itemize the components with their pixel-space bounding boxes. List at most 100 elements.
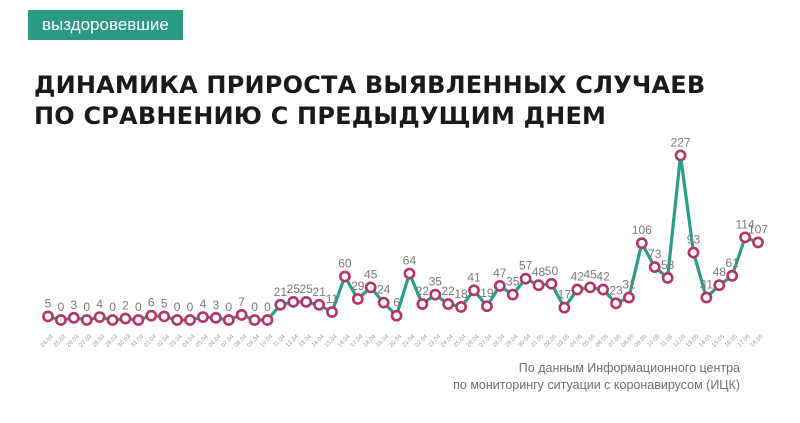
date-tick-label: 24.03 bbox=[40, 333, 55, 348]
data-point bbox=[558, 301, 571, 314]
date-tick-label: 06.05 bbox=[595, 333, 610, 348]
date-tick-label: 21.04 bbox=[401, 333, 416, 348]
data-point bbox=[313, 298, 325, 311]
value-label: 41 bbox=[467, 270, 481, 284]
data-point bbox=[661, 272, 674, 284]
date-tick-label: 07.05 bbox=[608, 333, 623, 348]
data-point bbox=[519, 272, 532, 285]
date-tick-label: 02.04 bbox=[156, 333, 171, 348]
value-labels-group: 5 0 3 0 4 0 2 0 6 5 0 0 4 3 0 7 0 021 25 25 2111602945246642… bbox=[45, 135, 769, 314]
data-point bbox=[442, 298, 455, 310]
data-point bbox=[390, 309, 403, 322]
date-tick-label: 27.04 bbox=[479, 333, 494, 348]
date-tick-label: 09.04 bbox=[246, 333, 261, 348]
value-label: 0 bbox=[135, 300, 142, 314]
data-point bbox=[623, 291, 635, 304]
data-point bbox=[93, 311, 106, 323]
value-label: 42 bbox=[596, 270, 610, 284]
date-tick-label: 13.05 bbox=[685, 333, 700, 348]
value-label: 5 bbox=[45, 296, 52, 310]
date-tick-label: 18.04 bbox=[363, 333, 378, 348]
date-tick-label: 23.04 bbox=[427, 333, 442, 348]
date-tick-label: 14.04 bbox=[311, 333, 326, 348]
value-label: 31 bbox=[622, 278, 636, 292]
value-label: 0 bbox=[109, 300, 116, 314]
data-point bbox=[287, 295, 300, 308]
date-tick-label: 12.05 bbox=[672, 333, 687, 348]
value-label: 61 bbox=[726, 256, 740, 270]
value-label: 114 bbox=[736, 217, 755, 231]
data-point bbox=[648, 261, 661, 273]
source-line-2: по мониторингу ситуации с коронавирусом … bbox=[453, 378, 740, 392]
value-label: 3 bbox=[70, 298, 77, 312]
data-point bbox=[429, 288, 442, 301]
date-tick-label: 29.03 bbox=[104, 333, 119, 348]
data-point bbox=[700, 291, 713, 304]
data-point bbox=[506, 288, 519, 301]
value-label: 0 bbox=[264, 300, 271, 314]
chart-title-line-1: ДИНАМИКА ПРИРОСТА ВЫЯВЛЕННЫХ СЛУЧАЕВ bbox=[34, 71, 706, 99]
date-tick-label: 24.04 bbox=[440, 333, 455, 348]
value-label: 0 bbox=[187, 300, 194, 314]
value-label: 227 bbox=[671, 135, 691, 149]
value-label: 19 bbox=[480, 286, 494, 300]
data-point bbox=[674, 149, 687, 162]
chart-title-line-2: ПО СРАВНЕНИЮ С ПРЕДЫДУЩИМ ДНЕМ bbox=[34, 102, 607, 130]
data-point bbox=[364, 281, 377, 294]
date-tick-label: 22.04 bbox=[414, 333, 429, 348]
value-label: 11 bbox=[326, 292, 339, 306]
value-label: 0 bbox=[251, 300, 258, 314]
date-tick-label: 01.04 bbox=[143, 333, 158, 348]
data-point bbox=[145, 309, 158, 322]
date-tick-label: 02.05 bbox=[543, 333, 558, 348]
date-tick-label: 17.04 bbox=[350, 333, 365, 348]
date-tick-label: 09.05 bbox=[634, 333, 649, 348]
data-point bbox=[752, 236, 764, 249]
value-label: 7 bbox=[238, 295, 245, 309]
value-label: 107 bbox=[748, 222, 768, 236]
data-point bbox=[171, 314, 183, 326]
date-tick-label: 19.04 bbox=[375, 333, 390, 348]
date-tick-label: 03.04 bbox=[169, 333, 184, 348]
date-tick-label: 31.03 bbox=[130, 333, 145, 348]
value-label: 18 bbox=[454, 287, 468, 301]
date-tick-label: 11.04 bbox=[272, 334, 287, 349]
date-tick-label: 26.04 bbox=[466, 333, 481, 348]
date-tick-label: 05.04 bbox=[195, 333, 210, 348]
date-labels-group: 24.0325.0326.0327.0328.0329.0330.0331.03… bbox=[40, 333, 765, 348]
value-label: 17 bbox=[558, 288, 572, 302]
date-tick-label: 06.04 bbox=[208, 333, 223, 348]
date-tick-label: 25.03 bbox=[53, 333, 68, 348]
date-tick-label: 13.04 bbox=[298, 333, 313, 348]
data-point bbox=[351, 293, 364, 305]
data-point bbox=[493, 280, 506, 292]
date-tick-label: 28.04 bbox=[492, 333, 507, 348]
value-label: 48 bbox=[713, 265, 727, 279]
data-point bbox=[455, 301, 467, 313]
value-label: 57 bbox=[519, 259, 533, 273]
value-label: 5 bbox=[161, 296, 168, 310]
date-tick-label: 01.05 bbox=[530, 333, 545, 348]
data-point bbox=[610, 297, 622, 310]
data-point bbox=[726, 269, 739, 282]
value-label: 24 bbox=[377, 283, 391, 297]
data-point bbox=[248, 314, 261, 326]
data-point bbox=[67, 311, 80, 324]
data-point bbox=[80, 314, 93, 326]
data-point bbox=[545, 277, 558, 290]
value-label: 6 bbox=[148, 296, 155, 310]
data-point bbox=[326, 306, 338, 318]
value-label: 64 bbox=[403, 254, 417, 268]
value-label: 45 bbox=[364, 267, 378, 281]
data-point bbox=[274, 298, 287, 311]
data-point bbox=[571, 283, 584, 296]
value-label: 22 bbox=[416, 284, 430, 298]
date-tick-label: 07.04 bbox=[221, 333, 236, 348]
date-tick-label: 10.04 bbox=[259, 333, 274, 348]
data-point bbox=[209, 311, 222, 324]
value-label: 25 bbox=[300, 282, 314, 296]
data-point bbox=[300, 295, 313, 308]
data-point bbox=[197, 311, 209, 323]
data-point bbox=[261, 314, 274, 326]
value-label: 4 bbox=[200, 297, 207, 311]
